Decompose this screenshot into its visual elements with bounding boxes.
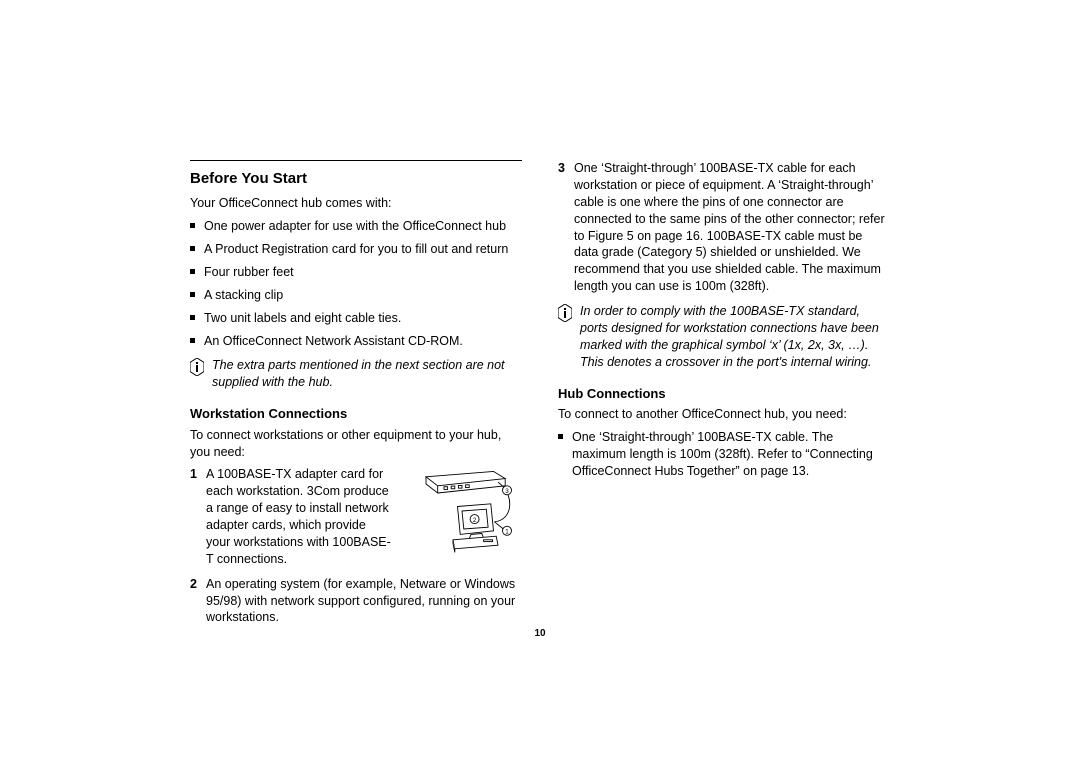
- info-icon: [558, 304, 572, 327]
- page-number: 10: [0, 628, 1080, 639]
- section-rule: [190, 160, 522, 161]
- intro-text: Your OfficeConnect hub comes with:: [190, 195, 522, 212]
- list-item: A Product Registration card for you to f…: [190, 241, 522, 258]
- connection-diagram: 3: [402, 466, 522, 561]
- list-item: An OfficeConnect Network Assistant CD-RO…: [190, 333, 522, 350]
- continued-list-item: 3 One ‘Straight-through’ 100BASE-TX cabl…: [558, 160, 890, 295]
- heading-workstation-connections: Workstation Connections: [190, 405, 522, 423]
- list-item-text: A 100BASE-TX adapter card for each works…: [206, 466, 392, 567]
- list-item: Four rubber feet: [190, 264, 522, 281]
- list-item: Two unit labels and eight cable ties.: [190, 310, 522, 327]
- hub-requirements-list: One ‘Straight-through’ 100BASE-TX cable.…: [558, 429, 890, 480]
- list-item: An operating system (for example, Netwar…: [190, 576, 522, 627]
- list-item: A 100BASE-TX adapter card for each works…: [190, 466, 522, 567]
- workstation-intro: To connect workstations or other equipme…: [190, 427, 522, 461]
- info-icon: [190, 358, 204, 381]
- two-column-layout: Before You Start Your OfficeConnect hub …: [190, 160, 890, 634]
- list-number: 3: [558, 160, 565, 177]
- left-column: Before You Start Your OfficeConnect hub …: [190, 160, 522, 634]
- list-item: One power adapter for use with the Offic…: [190, 218, 522, 235]
- callout-1: 1: [505, 529, 509, 536]
- document-page: Before You Start Your OfficeConnect hub …: [0, 0, 1080, 763]
- callout-2: 2: [473, 517, 477, 524]
- note-text: The extra parts mentioned in the next se…: [212, 357, 522, 391]
- list-item: One ‘Straight-through’ 100BASE-TX cable.…: [558, 429, 890, 480]
- hub-intro: To connect to another OfficeConnect hub,…: [558, 406, 890, 423]
- note-text: In order to comply with the 100BASE-TX s…: [580, 303, 890, 371]
- right-column: 3 One ‘Straight-through’ 100BASE-TX cabl…: [558, 160, 890, 634]
- workstation-requirements-list: A 100BASE-TX adapter card for each works…: [190, 466, 522, 626]
- heading-before-you-start: Before You Start: [190, 169, 522, 189]
- callout-3: 3: [505, 488, 509, 495]
- list-item-text: One ‘Straight-through’ 100BASE-TX cable …: [574, 161, 885, 293]
- heading-hub-connections: Hub Connections: [558, 385, 890, 403]
- info-note: The extra parts mentioned in the next se…: [190, 357, 522, 391]
- list-item: A stacking clip: [190, 287, 522, 304]
- info-note: In order to comply with the 100BASE-TX s…: [558, 303, 890, 371]
- package-contents-list: One power adapter for use with the Offic…: [190, 218, 522, 349]
